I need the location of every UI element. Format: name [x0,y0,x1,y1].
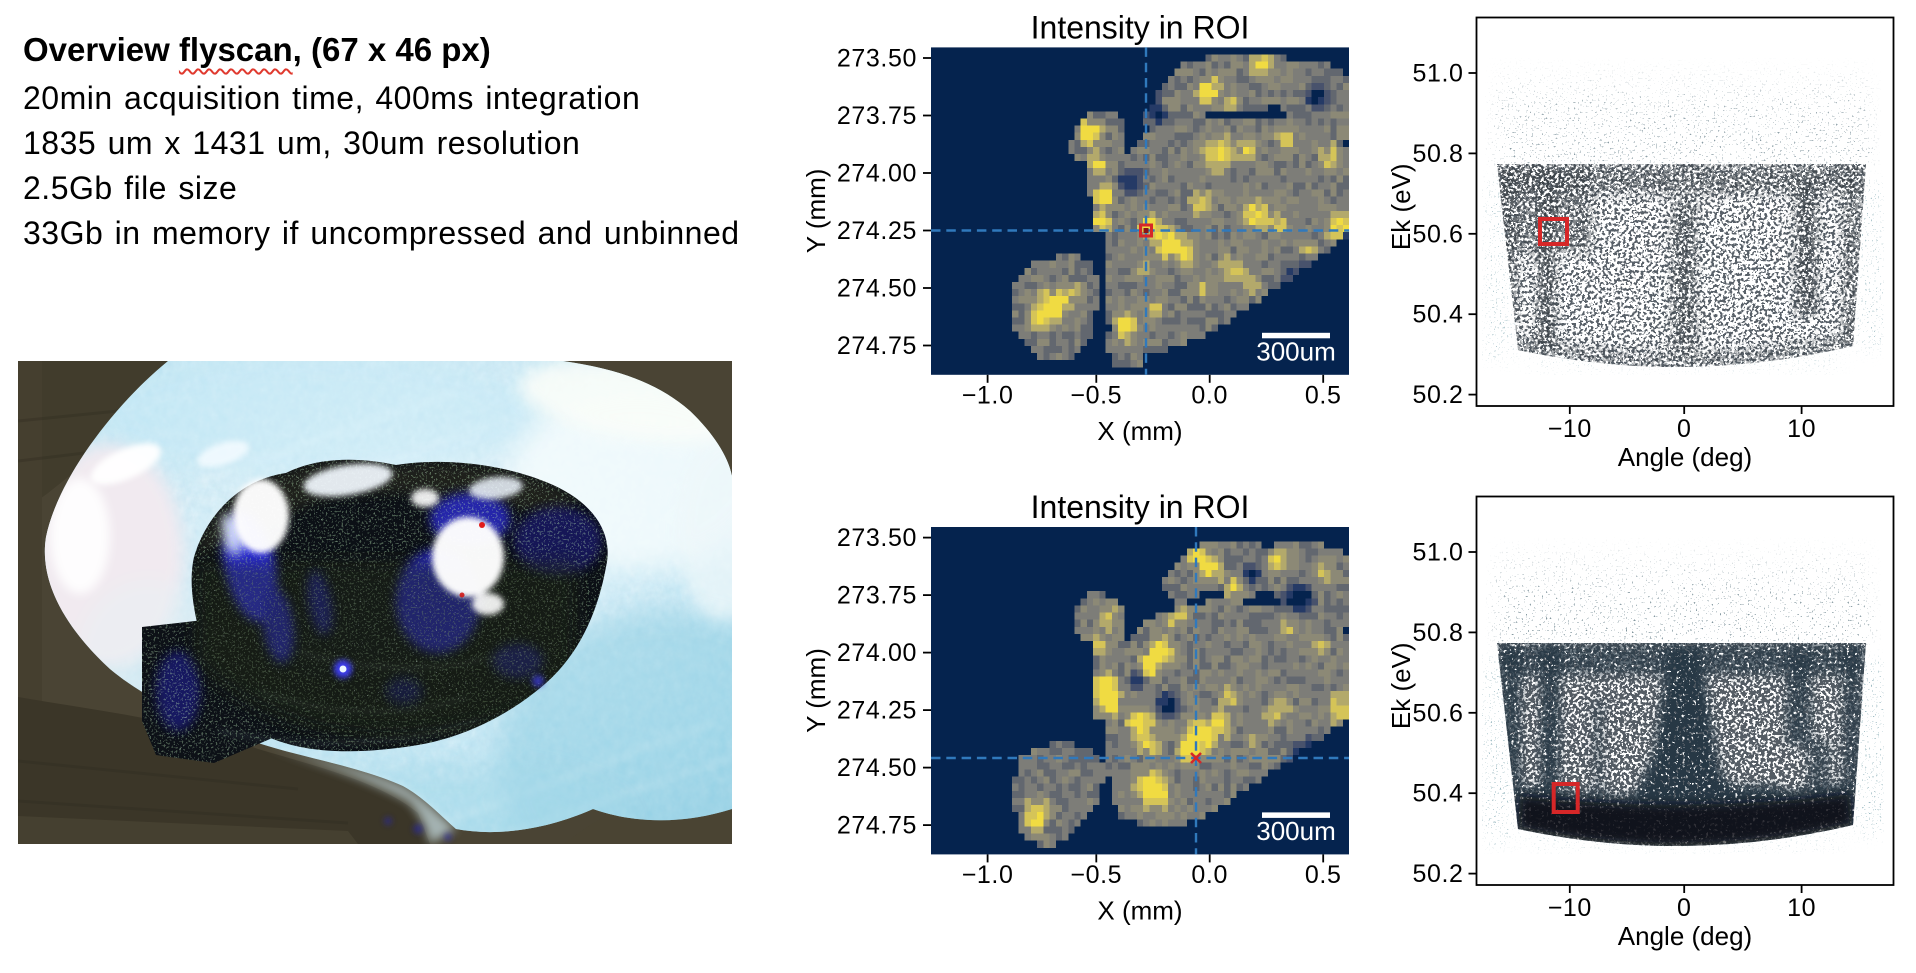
svg-text:Angle (deg): Angle (deg) [1618,442,1752,472]
svg-text:Y (mm): Y (mm) [801,648,831,733]
svg-text:0: 0 [1677,894,1692,922]
svg-text:−10: −10 [1548,415,1592,443]
svg-text:10: 10 [1787,894,1816,922]
svg-text:300um: 300um [1256,336,1336,366]
svg-text:Intensity in ROI: Intensity in ROI [1031,489,1250,525]
svg-text:Y (mm): Y (mm) [801,169,831,254]
svg-text:−0.5: −0.5 [1070,861,1122,889]
svg-text:274.25: 274.25 [837,217,917,245]
svg-text:273.50: 273.50 [837,524,917,552]
svg-text:50.8: 50.8 [1412,619,1463,647]
svg-text:−0.5: −0.5 [1070,381,1122,409]
svg-text:Ek (eV): Ek (eV) [1386,642,1416,729]
svg-text:300um: 300um [1256,816,1336,846]
svg-text:0.5: 0.5 [1305,381,1342,409]
svg-text:0: 0 [1677,415,1692,443]
svg-text:Angle (deg): Angle (deg) [1618,921,1752,951]
svg-text:0.5: 0.5 [1305,861,1342,889]
svg-text:50.6: 50.6 [1412,699,1463,727]
svg-text:10: 10 [1787,415,1816,443]
svg-text:273.75: 273.75 [837,582,917,610]
svg-text:−10: −10 [1548,894,1592,922]
svg-text:X (mm): X (mm) [1097,895,1182,925]
svg-text:51.0: 51.0 [1412,539,1463,567]
svg-text:274.75: 274.75 [837,332,917,360]
svg-text:Intensity in ROI: Intensity in ROI [1031,10,1250,46]
svg-text:50.2: 50.2 [1412,381,1463,409]
svg-text:X (mm): X (mm) [1097,416,1182,446]
svg-text:274.00: 274.00 [837,639,917,667]
svg-text:−1.0: −1.0 [962,861,1014,889]
svg-text:274.25: 274.25 [837,697,917,725]
svg-text:Ek (eV): Ek (eV) [1386,163,1416,250]
svg-text:0.0: 0.0 [1191,861,1228,889]
svg-text:50.4: 50.4 [1412,301,1463,329]
svg-text:274.00: 274.00 [837,160,917,188]
svg-text:50.8: 50.8 [1412,140,1463,168]
svg-text:50.2: 50.2 [1412,860,1463,888]
svg-text:274.75: 274.75 [837,812,917,840]
svg-text:−1.0: −1.0 [962,381,1014,409]
svg-text:50.6: 50.6 [1412,220,1463,248]
svg-text:0.0: 0.0 [1191,381,1228,409]
svg-text:273.50: 273.50 [837,45,917,73]
svg-text:273.75: 273.75 [837,102,917,130]
svg-text:274.50: 274.50 [837,275,917,303]
svg-text:51.0: 51.0 [1412,60,1463,88]
svg-text:274.50: 274.50 [837,754,917,782]
svg-text:50.4: 50.4 [1412,780,1463,808]
